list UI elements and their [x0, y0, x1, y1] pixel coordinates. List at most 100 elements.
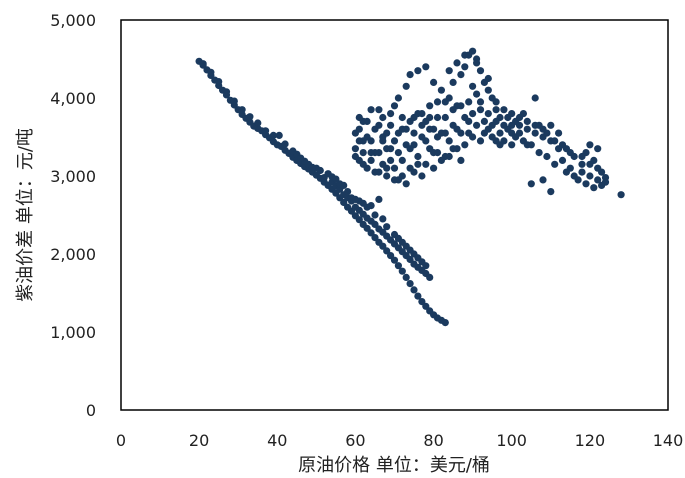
data-point [523, 117, 531, 125]
data-point [422, 262, 430, 270]
data-point [215, 78, 223, 86]
data-point [508, 110, 516, 118]
data-point [375, 106, 383, 114]
data-point [523, 125, 531, 133]
data-point [402, 82, 410, 90]
data-point [465, 98, 473, 106]
data-point [238, 106, 246, 114]
data-point [359, 149, 367, 157]
data-point [426, 102, 434, 110]
data-point [578, 160, 586, 168]
data-point [555, 129, 563, 137]
data-point [344, 188, 352, 196]
data-point [351, 145, 359, 153]
data-point [476, 106, 485, 114]
data-point [523, 141, 531, 149]
data-point [539, 125, 547, 133]
data-point [566, 164, 574, 172]
data-point [476, 67, 485, 75]
data-point [453, 125, 461, 133]
data-point [515, 129, 524, 137]
data-point [422, 160, 430, 168]
data-point [500, 137, 508, 145]
data-point [598, 168, 606, 176]
data-point [445, 137, 453, 145]
points-layer [195, 47, 625, 327]
x-axis-title: 原油价格 单位：美元/桶 [298, 455, 490, 476]
data-point [262, 127, 270, 135]
data-point [465, 117, 473, 125]
data-point [418, 110, 426, 118]
data-point [531, 94, 539, 102]
data-point [426, 273, 434, 281]
data-point [480, 129, 488, 137]
data-point [527, 180, 535, 188]
data-point [398, 156, 406, 164]
data-point [449, 78, 457, 86]
y-tick-label: 1,000 [50, 323, 96, 342]
data-point [316, 166, 324, 175]
data-point [246, 113, 254, 121]
data-point [594, 176, 602, 184]
data-point [406, 280, 414, 288]
data-point [484, 110, 492, 118]
data-point [387, 121, 395, 129]
data-point [379, 113, 387, 122]
data-point [433, 113, 442, 122]
data-point [297, 154, 305, 162]
data-point [492, 106, 500, 114]
data-point [551, 160, 559, 168]
data-point [441, 113, 449, 122]
data-point [433, 98, 442, 106]
data-point [449, 145, 457, 153]
data-point [414, 67, 422, 75]
data-point [308, 163, 316, 171]
data-point [410, 168, 418, 176]
data-point [586, 141, 594, 149]
data-point [500, 106, 508, 114]
data-point [461, 51, 469, 59]
data-point [406, 145, 414, 153]
data-point [363, 133, 371, 141]
data-point [402, 180, 410, 188]
data-point [406, 71, 414, 79]
data-point [383, 129, 391, 137]
data-point [367, 202, 375, 210]
data-point [457, 156, 465, 164]
y-tick-label: 2,000 [50, 245, 96, 264]
data-point [402, 273, 410, 281]
data-point [418, 172, 426, 180]
data-point [437, 156, 445, 164]
data-point [449, 106, 457, 114]
y-tick-label: 3,000 [50, 167, 96, 186]
data-point [473, 90, 481, 98]
data-point [383, 223, 391, 231]
data-point [433, 133, 442, 141]
data-point [543, 152, 551, 161]
data-point [582, 180, 590, 188]
data-point [422, 137, 430, 145]
plot-area-frame [120, 19, 669, 411]
data-point [457, 71, 465, 79]
data-point [222, 88, 231, 96]
data-point [426, 125, 434, 133]
data-point [547, 188, 555, 196]
data-point [484, 86, 492, 94]
data-point [445, 152, 453, 161]
y-tick-label: 5,000 [50, 11, 96, 30]
data-point [508, 141, 516, 149]
x-tick-label: 120 [575, 431, 606, 450]
x-tick-label: 140 [653, 431, 684, 450]
data-point [414, 152, 422, 161]
data-point [269, 131, 277, 139]
data-point [275, 131, 283, 139]
data-point [390, 164, 399, 172]
data-point [535, 149, 543, 157]
data-point [469, 47, 477, 55]
data-point [531, 129, 539, 137]
data-point [230, 97, 238, 105]
data-point [351, 152, 359, 161]
data-point [355, 125, 363, 133]
